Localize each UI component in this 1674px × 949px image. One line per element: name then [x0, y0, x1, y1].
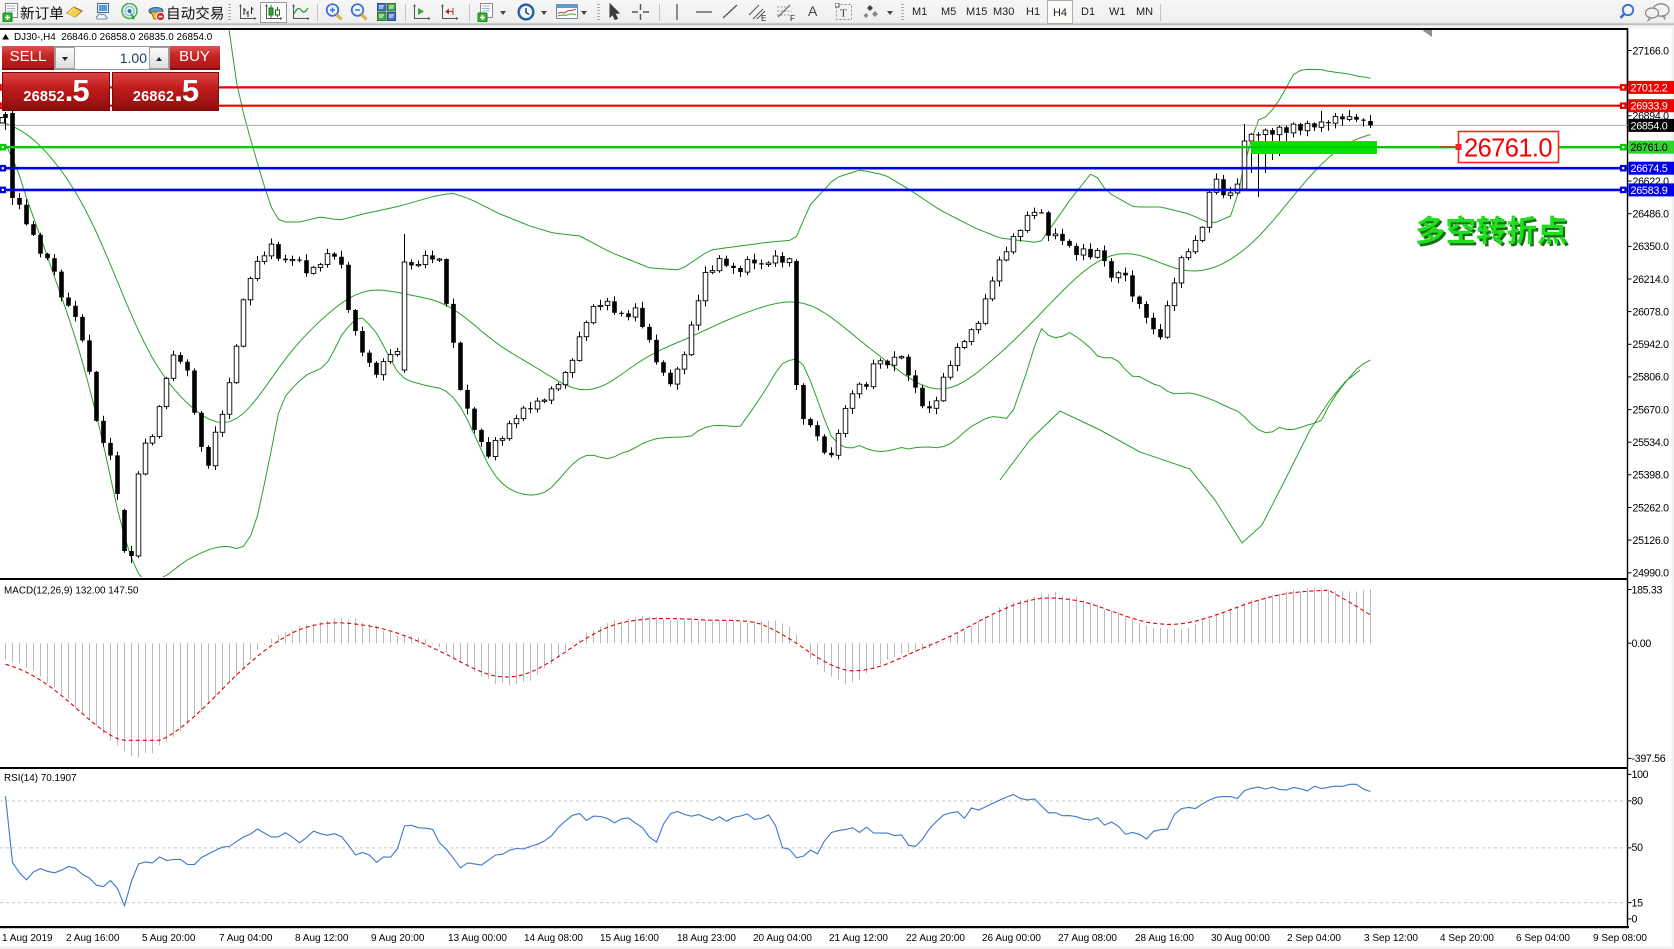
svg-text:0: 0 — [1632, 914, 1638, 926]
svg-text:26078.0: 26078.0 — [1633, 306, 1670, 318]
svg-text:25670.0: 25670.0 — [1633, 404, 1670, 416]
svg-text:26761.0: 26761.0 — [1464, 135, 1552, 163]
svg-text:2 Sep 04:00: 2 Sep 04:00 — [1287, 933, 1341, 944]
svg-text:E: E — [761, 14, 766, 22]
svg-text:26 Aug 00:00: 26 Aug 00:00 — [982, 933, 1041, 944]
svg-text:80: 80 — [1632, 796, 1644, 808]
svg-text:27012.2: 27012.2 — [1631, 82, 1668, 94]
svg-text:26674.5: 26674.5 — [1631, 163, 1668, 175]
svg-text:25126.0: 25126.0 — [1633, 535, 1670, 547]
svg-text:185.33: 185.33 — [1632, 584, 1663, 596]
svg-text:15 Aug 16:00: 15 Aug 16:00 — [600, 933, 659, 944]
svg-text:9 Aug 20:00: 9 Aug 20:00 — [371, 933, 425, 944]
svg-text:26583.9: 26583.9 — [1631, 185, 1668, 197]
svg-text:26933.9: 26933.9 — [1631, 101, 1668, 113]
svg-text:27 Aug 08:00: 27 Aug 08:00 — [1058, 933, 1117, 944]
svg-text:25534.0: 25534.0 — [1633, 437, 1670, 449]
svg-text:14 Aug 08:00: 14 Aug 08:00 — [524, 933, 583, 944]
svg-text:RSI(14) 70.1907: RSI(14) 70.1907 — [4, 773, 76, 784]
svg-text:26854.0: 26854.0 — [1631, 120, 1668, 132]
svg-text:20 Aug 04:00: 20 Aug 04:00 — [753, 933, 812, 944]
svg-text:21 Aug 12:00: 21 Aug 12:00 — [829, 933, 888, 944]
svg-text:1 Aug 2019: 1 Aug 2019 — [2, 933, 53, 944]
svg-text:26761.0: 26761.0 — [1631, 142, 1668, 154]
svg-text:7 Aug 04:00: 7 Aug 04:00 — [219, 933, 273, 944]
svg-text:4 Sep 20:00: 4 Sep 20:00 — [1440, 933, 1494, 944]
svg-text:22 Aug 20:00: 22 Aug 20:00 — [906, 933, 965, 944]
svg-text:26350.0: 26350.0 — [1633, 241, 1670, 253]
svg-text:F: F — [790, 14, 795, 22]
svg-text:0.00: 0.00 — [1632, 638, 1652, 650]
svg-text:26486.0: 26486.0 — [1633, 209, 1670, 221]
svg-text:2 Aug 16:00: 2 Aug 16:00 — [66, 933, 120, 944]
svg-text:MACD(12,26,9) 132.00 147.50: MACD(12,26,9) 132.00 147.50 — [4, 586, 139, 597]
svg-text:18 Aug 23:00: 18 Aug 23:00 — [677, 933, 736, 944]
svg-text:9 Sep 08:00: 9 Sep 08:00 — [1593, 933, 1647, 944]
svg-text:5 Aug 20:00: 5 Aug 20:00 — [142, 933, 196, 944]
svg-text:28 Aug 16:00: 28 Aug 16:00 — [1135, 933, 1194, 944]
svg-text:26214.0: 26214.0 — [1633, 274, 1670, 286]
svg-text:15: 15 — [1632, 897, 1644, 909]
svg-text:25398.0: 25398.0 — [1633, 470, 1670, 482]
svg-text:DJ30-,H4 26846.0 26858.0 2683: DJ30-,H4 26846.0 26858.0 26835.0 26854.0 — [14, 32, 213, 43]
svg-text:50: 50 — [1632, 842, 1644, 854]
svg-text:25806.0: 25806.0 — [1633, 372, 1670, 384]
svg-text:3 Sep 12:00: 3 Sep 12:00 — [1364, 933, 1418, 944]
svg-text:27166.0: 27166.0 — [1633, 45, 1670, 57]
svg-text:25262.0: 25262.0 — [1633, 502, 1670, 514]
svg-text:13 Aug 00:00: 13 Aug 00:00 — [448, 933, 507, 944]
svg-text:25942.0: 25942.0 — [1633, 339, 1670, 351]
svg-text:8 Aug 12:00: 8 Aug 12:00 — [295, 933, 349, 944]
svg-text:T: T — [840, 8, 847, 20]
svg-text:100: 100 — [1632, 769, 1649, 781]
svg-text:24990.0: 24990.0 — [1633, 568, 1670, 580]
svg-text:-397.56: -397.56 — [1632, 753, 1666, 765]
svg-text:6 Sep 04:00: 6 Sep 04:00 — [1516, 933, 1570, 944]
svg-text:30 Aug 00:00: 30 Aug 00:00 — [1211, 933, 1270, 944]
